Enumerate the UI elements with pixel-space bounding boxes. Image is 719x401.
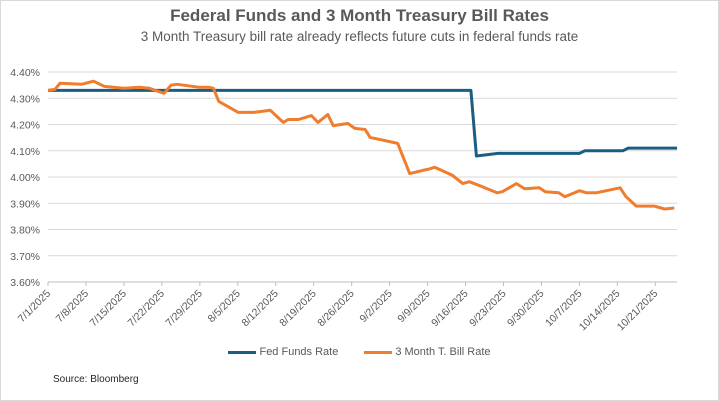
legend-swatch-fed-funds <box>228 350 257 354</box>
y-tick-label: 4.20% <box>10 120 40 132</box>
source-note: Source: Bloomberg <box>53 374 139 385</box>
x-tick-label: 7/22/2025 <box>125 288 167 330</box>
legend-label-fed-funds: Fed Funds Rate <box>259 346 339 358</box>
legend: Fed Funds Rate 3 Month T. Bill Rate <box>0 346 719 358</box>
series-line-tbill <box>47 79 675 211</box>
x-tick-label: 8/5/2025 <box>206 288 243 325</box>
y-tick-label: 3.80% <box>10 225 40 237</box>
x-tick-label: 7/15/2025 <box>88 288 130 330</box>
x-tick-label: 9/16/2025 <box>429 288 471 330</box>
y-tick-label: 4.30% <box>10 93 40 105</box>
y-tick-label: 3.60% <box>10 277 40 289</box>
x-tick-label: 7/29/2025 <box>163 288 205 330</box>
x-tick-label: 9/30/2025 <box>505 288 547 330</box>
legend-swatch-tbill <box>364 350 393 354</box>
chart-title: Federal Funds and 3 Month Treasury Bill … <box>170 6 549 25</box>
y-tick-label: 3.70% <box>10 251 40 263</box>
y-tick-label: 4.00% <box>10 172 40 184</box>
x-tick-label: 9/23/2025 <box>467 288 509 330</box>
x-tick-label: 7/1/2025 <box>16 288 53 325</box>
x-tick-label: 9/9/2025 <box>395 288 432 325</box>
series-line-fed-funds <box>48 88 677 158</box>
x-tick-label: 9/2/2025 <box>357 288 394 325</box>
x-tick-label: 8/12/2025 <box>239 288 281 330</box>
x-tick-label: 7/8/2025 <box>54 288 91 325</box>
x-tick-label: 8/19/2025 <box>277 288 319 330</box>
x-tick-label: 10/21/2025 <box>615 288 661 334</box>
legend-label-tbill: 3 Month T. Bill Rate <box>395 346 491 358</box>
x-tick-label: 8/26/2025 <box>315 288 357 330</box>
y-tick-label: 4.10% <box>10 146 40 158</box>
y-tick-label: 3.90% <box>10 198 40 210</box>
chart-subtitle: 3 Month Treasury bill rate already refle… <box>140 29 579 44</box>
legend-item-tbill: 3 Month T. Bill Rate <box>364 346 491 358</box>
y-tick-label: 4.40% <box>10 67 40 79</box>
legend-item-fed-funds: Fed Funds Rate <box>228 346 338 358</box>
